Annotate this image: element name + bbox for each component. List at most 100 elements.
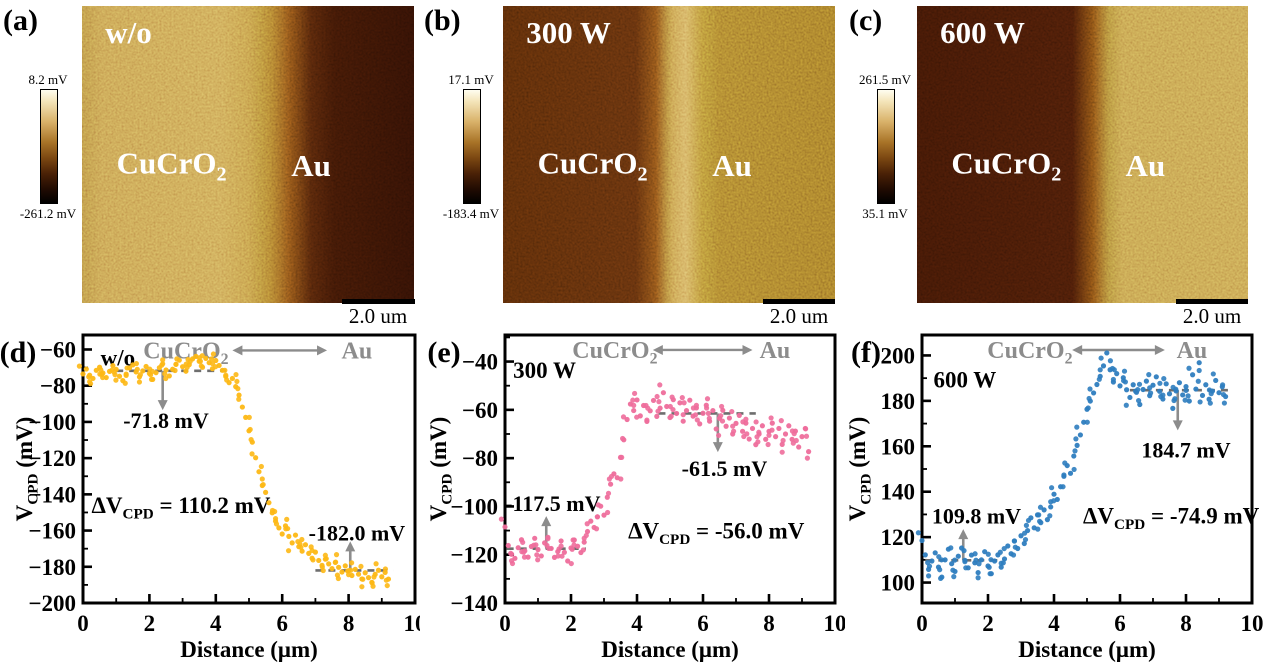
- data-point: [1172, 396, 1178, 402]
- data-point: [505, 542, 511, 549]
- data-point: [1023, 522, 1029, 528]
- data-point: [243, 414, 249, 420]
- x-tick-label: 4: [631, 611, 643, 636]
- data-point: [608, 473, 615, 480]
- data-point: [123, 372, 129, 379]
- data-point: [780, 437, 786, 444]
- data-point: [559, 553, 565, 559]
- data-point: [110, 363, 116, 369]
- data-point: [755, 439, 761, 445]
- arrowhead-up: [345, 541, 356, 552]
- data-point: [373, 561, 379, 567]
- data-point: [370, 583, 376, 589]
- data-point: [247, 426, 253, 433]
- data-point: [172, 367, 178, 374]
- level-value-label: -117.5 mV: [505, 491, 600, 516]
- data-point: [555, 553, 561, 559]
- data-point: [789, 436, 795, 442]
- data-point: [1036, 512, 1042, 518]
- region-label-au-b: Au: [712, 148, 752, 184]
- data-point: [235, 386, 241, 392]
- afm-texture-b: [503, 6, 835, 303]
- data-point: [1051, 491, 1057, 497]
- data-point: [1025, 517, 1032, 524]
- data-point: [1136, 397, 1142, 404]
- y-tick-label: 120: [881, 525, 916, 550]
- data-point: [987, 571, 993, 577]
- x-tick-label: 8: [343, 611, 355, 636]
- data-point: [604, 494, 610, 500]
- data-point: [796, 444, 802, 450]
- data-point: [533, 542, 539, 548]
- data-point: [1071, 466, 1077, 473]
- data-point: [580, 547, 586, 553]
- data-point: [963, 565, 969, 571]
- data-point: [1000, 560, 1006, 566]
- data-point: [224, 377, 230, 383]
- data-point: [571, 542, 577, 548]
- data-point: [743, 416, 749, 422]
- data-point: [1122, 379, 1128, 385]
- region-label-cucro2-c-sub: 2: [1051, 163, 1062, 186]
- data-point: [681, 400, 687, 406]
- x-tick-label: 8: [1180, 611, 1192, 636]
- colorbar-b: [463, 89, 481, 204]
- data-point: [1216, 390, 1222, 396]
- data-point: [222, 367, 228, 373]
- data-point: [929, 558, 935, 564]
- data-point: [1193, 386, 1199, 392]
- data-point: [605, 490, 612, 496]
- level-value-label: -71.8 mV: [123, 408, 209, 433]
- data-point: [1117, 383, 1123, 389]
- data-point: [1221, 400, 1227, 406]
- data-point: [982, 549, 988, 555]
- data-point: [319, 562, 325, 568]
- data-point: [302, 542, 309, 548]
- data-point: [1160, 396, 1166, 402]
- data-point: [683, 407, 690, 414]
- data-point: [779, 441, 785, 447]
- y-tick-label: −140: [450, 591, 498, 616]
- data-point: [1051, 498, 1057, 504]
- afm-texture-c: [917, 6, 1248, 303]
- data-point: [1001, 556, 1008, 562]
- data-point: [1213, 377, 1219, 384]
- data-point: [375, 567, 382, 573]
- data-point: [756, 429, 762, 435]
- data-point: [668, 413, 674, 419]
- data-point: [601, 512, 607, 518]
- data-point: [160, 361, 166, 367]
- data-point: [289, 540, 295, 546]
- y-tick-label: −60: [462, 398, 498, 423]
- data-point: [87, 372, 93, 378]
- data-point: [1097, 367, 1103, 373]
- data-point: [1071, 453, 1077, 459]
- data-point: [1163, 381, 1169, 387]
- x-axis-title: Distance (μm): [1018, 637, 1156, 662]
- level-value-label: -61.5 mV: [682, 456, 768, 481]
- data-point: [545, 536, 551, 542]
- colorbar-b-max-label: 17.1 mV: [448, 72, 494, 87]
- data-point: [718, 413, 724, 419]
- data-point: [680, 412, 686, 418]
- data-point: [1123, 402, 1129, 408]
- data-point: [679, 395, 685, 401]
- data-point: [1157, 388, 1163, 394]
- data-point: [1183, 387, 1189, 394]
- data-point: [926, 563, 933, 569]
- data-point: [608, 481, 614, 487]
- y-tick-label: −60: [40, 337, 76, 362]
- data-point: [753, 419, 759, 425]
- data-point: [1130, 382, 1136, 388]
- data-point: [1180, 392, 1186, 398]
- data-point: [619, 454, 625, 461]
- data-point: [1037, 504, 1044, 510]
- data-point: [359, 584, 365, 590]
- data-point: [704, 396, 711, 402]
- delta-vcpd-label: ΔVCPD = -56.0 mV: [628, 519, 805, 549]
- y-tick-label: −120: [450, 543, 498, 568]
- data-point: [333, 552, 340, 558]
- data-point: [371, 574, 377, 580]
- data-point: [749, 425, 756, 432]
- data-point: [1153, 374, 1159, 380]
